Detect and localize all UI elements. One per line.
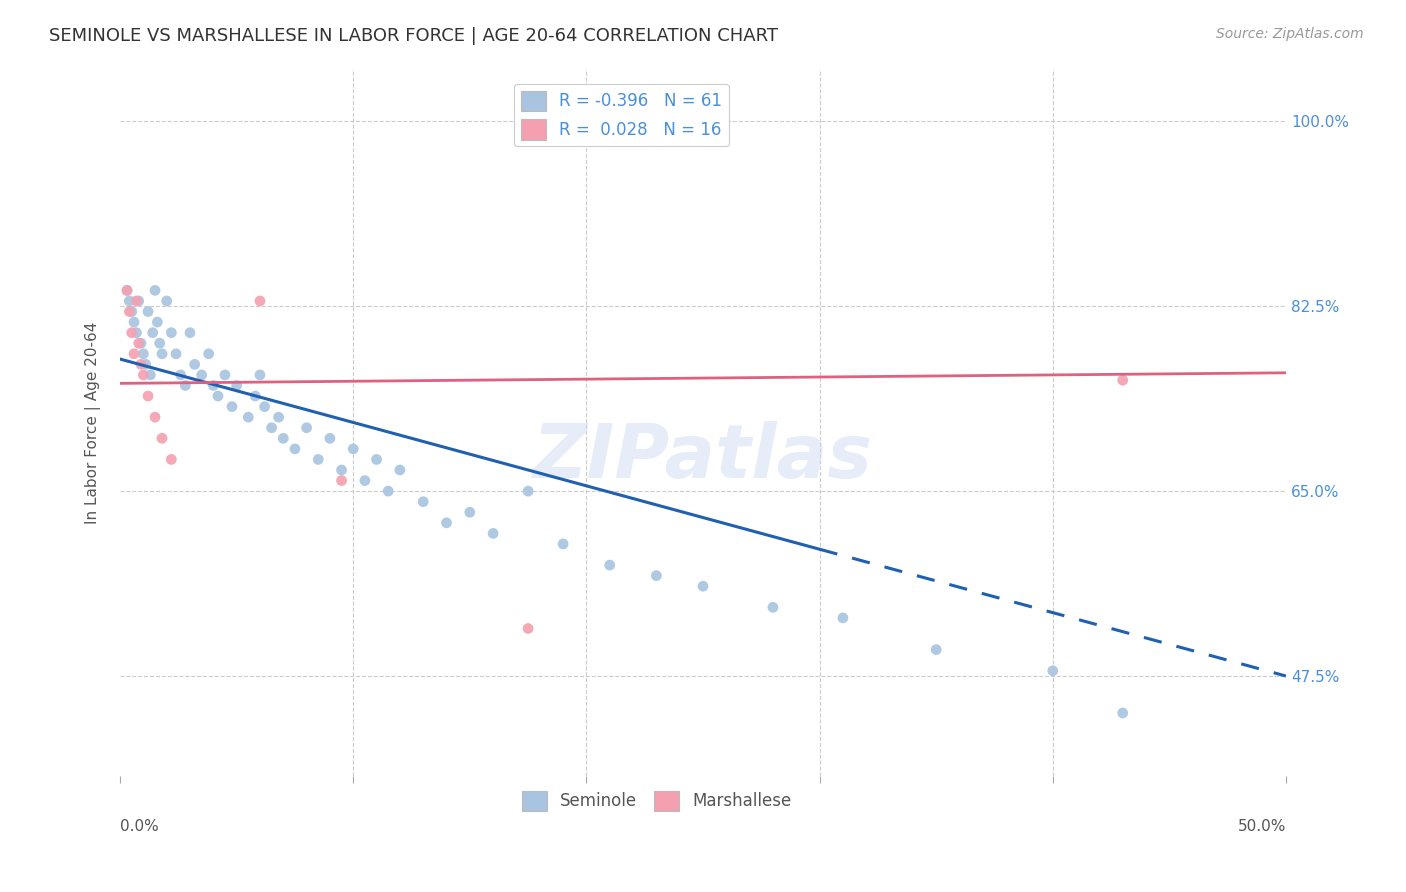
Point <box>832 611 855 625</box>
Y-axis label: In Labor Force | Age 20-64: In Labor Force | Age 20-64 <box>86 321 101 524</box>
Point <box>202 378 225 392</box>
Point <box>221 400 243 414</box>
Point <box>354 474 377 488</box>
Legend: Seminole, Marshallese: Seminole, Marshallese <box>515 784 797 818</box>
Text: ZIPatlas: ZIPatlas <box>533 421 873 494</box>
Point <box>160 452 183 467</box>
Point <box>762 600 785 615</box>
Point <box>249 293 271 308</box>
Point <box>146 315 169 329</box>
Point <box>238 410 260 425</box>
Point <box>143 284 166 298</box>
Point <box>412 494 434 508</box>
Point <box>253 400 276 414</box>
Point <box>160 326 183 340</box>
Point <box>377 484 399 499</box>
Point <box>132 368 155 382</box>
Point <box>599 558 621 573</box>
Point <box>165 347 187 361</box>
Point <box>284 442 307 456</box>
Point <box>128 336 150 351</box>
Point <box>366 452 388 467</box>
Point <box>1042 664 1064 678</box>
Point <box>260 421 283 435</box>
Point <box>129 336 152 351</box>
Text: 0.0%: 0.0% <box>120 819 159 834</box>
Point <box>551 537 574 551</box>
Point <box>207 389 229 403</box>
Text: 50.0%: 50.0% <box>1237 819 1286 834</box>
Point <box>121 304 143 318</box>
Point <box>342 442 364 456</box>
Point <box>330 463 353 477</box>
Point <box>115 284 138 298</box>
Point <box>122 315 145 329</box>
Point <box>458 505 481 519</box>
Point <box>692 579 714 593</box>
Point <box>136 304 159 318</box>
Point <box>517 622 540 636</box>
Point <box>142 326 165 340</box>
Point <box>179 326 201 340</box>
Point <box>388 463 411 477</box>
Point <box>197 347 219 361</box>
Point <box>1112 706 1135 720</box>
Point <box>118 293 141 308</box>
Point <box>156 293 179 308</box>
Point <box>143 410 166 425</box>
Point <box>125 293 148 308</box>
Point <box>330 474 353 488</box>
Point <box>271 431 294 445</box>
Point <box>249 368 271 382</box>
Point <box>295 421 318 435</box>
Point <box>125 326 148 340</box>
Point <box>115 284 138 298</box>
Point <box>482 526 505 541</box>
Point <box>183 357 205 371</box>
Point <box>121 326 143 340</box>
Point <box>190 368 212 382</box>
Point <box>150 431 173 445</box>
Point <box>170 368 193 382</box>
Point <box>118 304 141 318</box>
Point <box>150 347 173 361</box>
Point <box>214 368 236 382</box>
Point <box>135 357 157 371</box>
Point <box>645 568 668 582</box>
Point <box>319 431 342 445</box>
Point <box>174 378 197 392</box>
Point <box>267 410 290 425</box>
Point <box>245 389 267 403</box>
Text: Source: ZipAtlas.com: Source: ZipAtlas.com <box>1216 27 1364 41</box>
Point <box>139 368 162 382</box>
Point <box>225 378 247 392</box>
Point <box>149 336 172 351</box>
Point <box>1112 373 1135 387</box>
Point <box>136 389 159 403</box>
Point <box>132 347 155 361</box>
Text: SEMINOLE VS MARSHALLESE IN LABOR FORCE | AGE 20-64 CORRELATION CHART: SEMINOLE VS MARSHALLESE IN LABOR FORCE |… <box>49 27 778 45</box>
Point <box>122 347 145 361</box>
Point <box>436 516 458 530</box>
Point <box>307 452 329 467</box>
Point <box>128 293 150 308</box>
Point <box>517 484 540 499</box>
Point <box>129 357 152 371</box>
Point <box>925 642 948 657</box>
